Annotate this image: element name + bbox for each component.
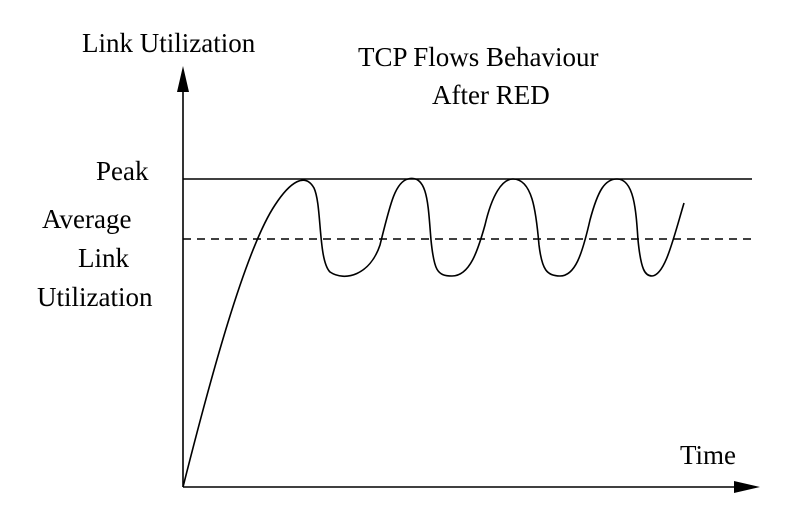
title-line-2: After RED [432,80,550,110]
average-label-line-2: Link [78,243,129,273]
title-line-1: TCP Flows Behaviour [358,42,599,72]
x-axis-label: Time [680,440,737,470]
peak-label: Peak [96,156,149,186]
average-label-line-3: Utilization [37,282,153,312]
x-axis-arrowhead [734,481,760,493]
utilization-curve [182,177,685,488]
y-axis-arrowhead [177,66,189,92]
average-label-line-1: Average [42,204,132,234]
y-axis-label: Link Utilization [82,28,256,58]
